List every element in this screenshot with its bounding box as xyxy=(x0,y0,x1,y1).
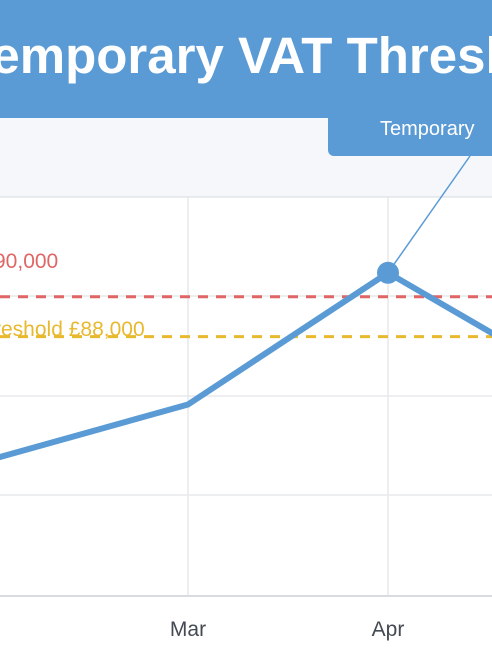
callout-label: Temporary xyxy=(380,118,475,140)
title-banner xyxy=(0,0,492,118)
reference-line-label-0: 90,000 xyxy=(0,250,58,273)
x-tick-label-1: Mar xyxy=(170,618,206,641)
reference-line-label-1: reshold £88,000 xyxy=(0,318,145,341)
x-tick-label-2: Apr xyxy=(372,618,405,641)
callout-box xyxy=(328,104,492,156)
data-point-apr xyxy=(377,261,399,284)
series-line xyxy=(0,269,492,461)
chart-title: Temporary VAT Thresh xyxy=(0,27,492,84)
callout-leader-line xyxy=(387,155,471,274)
